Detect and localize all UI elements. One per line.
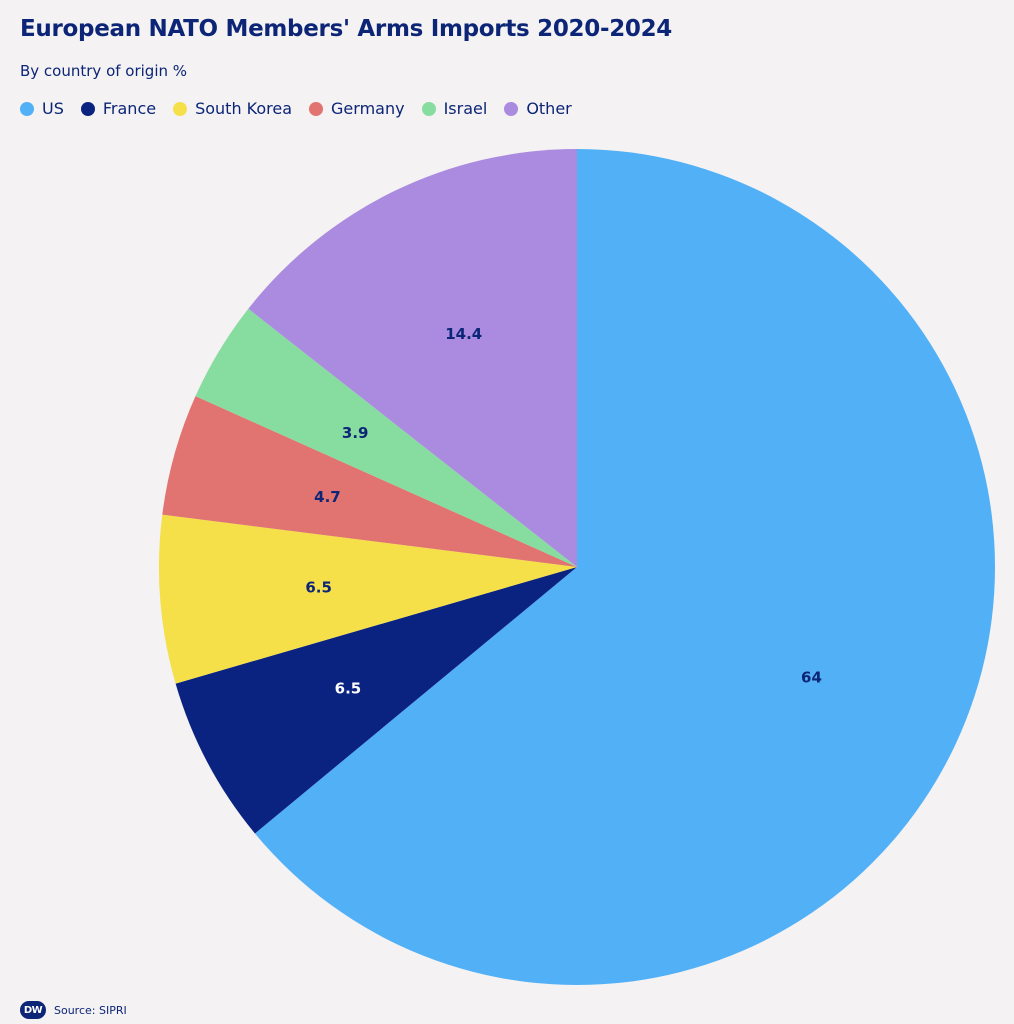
- pie-slice-israel: [195, 308, 577, 567]
- pie-label-other: 14.4: [445, 325, 482, 343]
- footer: DW Source: SIPRI: [20, 1001, 127, 1019]
- legend-swatch: [504, 101, 519, 116]
- legend-swatch: [80, 101, 95, 116]
- legend-item: Other: [504, 99, 572, 118]
- pie-label-germany: 4.7: [314, 488, 341, 506]
- legend-swatch: [173, 101, 188, 116]
- pie-slice-other: [248, 149, 578, 567]
- chart-subtitle: By country of origin %: [20, 62, 188, 80]
- legend: US France South Korea Germany Israel Other: [20, 99, 589, 118]
- legend-label: South Korea: [195, 99, 293, 118]
- pie-slice-france: [175, 567, 578, 834]
- legend-label: US: [42, 99, 64, 118]
- legend-swatch: [20, 101, 34, 116]
- legend-item: Israel: [421, 99, 488, 118]
- pie-label-israel: 3.9: [342, 424, 369, 442]
- legend-item: US: [20, 99, 64, 118]
- legend-item: France: [80, 99, 157, 118]
- legend-label: Israel: [443, 99, 488, 118]
- legend-swatch: [309, 101, 324, 116]
- legend-swatch: [421, 101, 436, 116]
- legend-item: South Korea: [173, 99, 292, 118]
- legend-label: Germany: [331, 99, 405, 118]
- dw-logo: DW: [20, 1001, 46, 1019]
- pie-label-france: 6.5: [335, 679, 362, 697]
- legend-label: France: [102, 99, 157, 118]
- pie-label-us: 64: [801, 668, 822, 686]
- pie-slice-us: [254, 149, 995, 986]
- legend-item: Germany: [309, 99, 405, 118]
- source-note: Source: SIPRI: [54, 1003, 127, 1017]
- chart-title: European NATO Members' Arms Imports 2020…: [20, 16, 673, 42]
- legend-label: Other: [526, 99, 572, 118]
- pie-slice-germany: [162, 396, 577, 567]
- pie-slice-south-korea: [159, 514, 578, 684]
- pie-label-south-korea: 6.5: [305, 578, 332, 596]
